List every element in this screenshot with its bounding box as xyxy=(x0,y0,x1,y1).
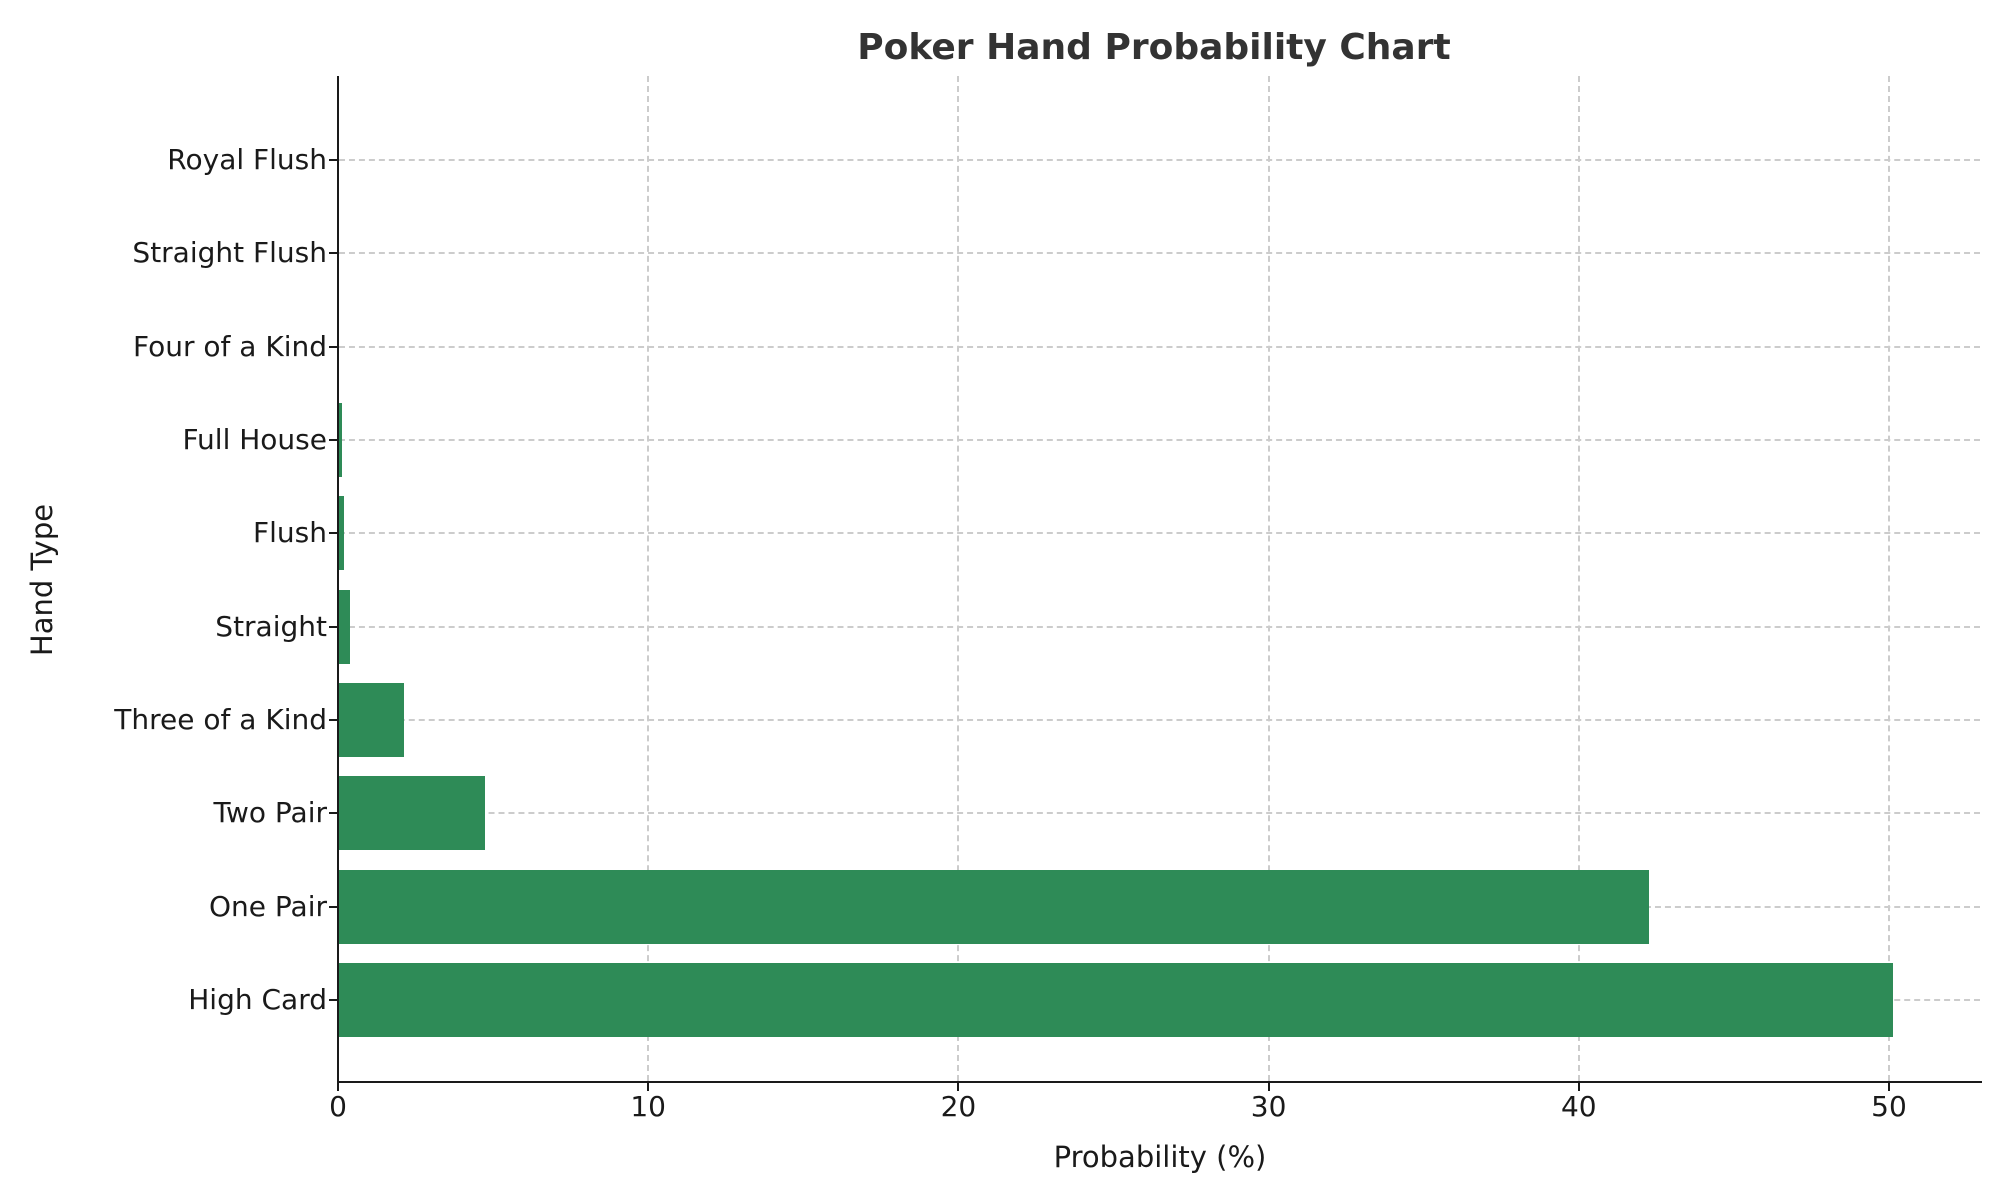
y-tick-label: Flush xyxy=(253,516,327,550)
y-tick-label: Two Pair xyxy=(213,796,327,830)
x-gridline xyxy=(647,76,650,1081)
y-gridline xyxy=(339,812,1980,815)
y-gridline xyxy=(339,719,1980,721)
bar-high-card xyxy=(338,963,1893,1037)
x-tick-label: 30 xyxy=(1250,1090,1287,1123)
y-tick-label: Royal Flush xyxy=(167,143,327,177)
x-axis-line xyxy=(337,1081,1982,1083)
x-tick-mark xyxy=(337,1083,339,1091)
y-axis-title: Hand Type xyxy=(25,503,59,657)
x-tick-mark xyxy=(957,1083,960,1091)
x-gridline xyxy=(1577,76,1580,1081)
bar-straight xyxy=(338,589,351,664)
y-tick-mark xyxy=(329,532,337,535)
x-tick-label: 10 xyxy=(630,1090,666,1123)
y-tick-mark xyxy=(329,719,337,721)
y-tick-label: Straight xyxy=(215,609,327,643)
x-tick-mark xyxy=(1577,1083,1580,1091)
y-axis-line xyxy=(337,76,339,1084)
y-gridline xyxy=(339,439,1980,442)
y-tick-mark xyxy=(329,345,337,348)
x-gridline xyxy=(1267,76,1270,1081)
x-tick-label: 0 xyxy=(329,1090,347,1123)
chart-title: Poker Hand Probability Chart xyxy=(857,27,1451,68)
bar-full-house xyxy=(338,403,343,478)
y-tick-mark xyxy=(329,439,337,442)
x-axis-title: Probability (%) xyxy=(1053,1140,1267,1174)
y-tick-label: Four of a Kind xyxy=(132,329,327,363)
y-tick-mark xyxy=(329,252,337,255)
bar-two-pair xyxy=(338,776,486,851)
y-tick-label: Straight Flush xyxy=(132,236,327,270)
y-tick-label: High Card xyxy=(188,983,327,1016)
y-tick-label: Three of a Kind xyxy=(114,703,327,736)
y-tick-mark xyxy=(329,159,337,162)
y-gridline xyxy=(339,252,1980,255)
y-tick-label: One Pair xyxy=(209,889,327,923)
y-tick-label: Full House xyxy=(182,423,327,457)
y-gridline xyxy=(339,159,1980,162)
x-gridline xyxy=(957,76,960,1081)
x-gridline xyxy=(1888,76,1890,1081)
y-tick-mark xyxy=(329,812,337,815)
y-tick-mark xyxy=(329,999,337,1001)
bar-three-of-a-kind xyxy=(338,683,404,757)
bar-flush xyxy=(338,496,345,571)
y-gridline xyxy=(339,345,1980,348)
bar-one-pair xyxy=(338,869,1649,944)
y-tick-mark xyxy=(329,625,337,628)
x-tick-mark xyxy=(647,1083,650,1091)
y-gridline xyxy=(339,625,1980,628)
x-tick-label: 40 xyxy=(1560,1090,1597,1123)
x-tick-label: 20 xyxy=(940,1090,977,1123)
y-tick-mark xyxy=(329,905,337,908)
x-tick-label: 50 xyxy=(1871,1090,1907,1123)
x-tick-mark xyxy=(1888,1083,1890,1091)
x-tick-mark xyxy=(1267,1083,1270,1091)
y-gridline xyxy=(339,532,1980,535)
